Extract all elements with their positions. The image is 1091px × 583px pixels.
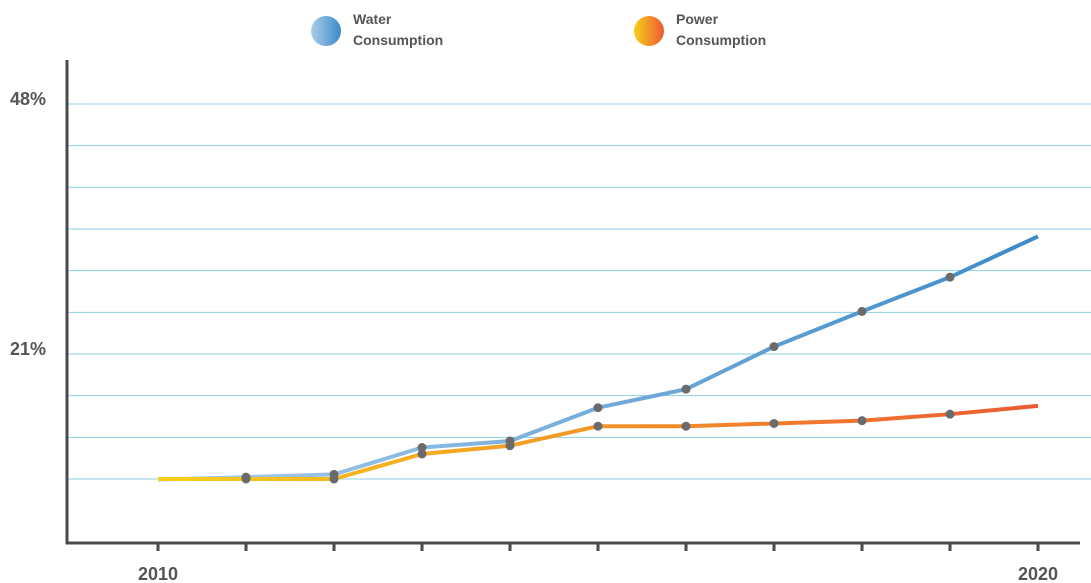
gridlines	[67, 103, 1091, 480]
data-points	[241, 272, 955, 484]
tick-labels: 48% 21% 2010 2020	[10, 89, 1058, 583]
series-lines	[157, 234, 1039, 482]
x-axis-ticks	[156, 543, 1040, 551]
legend-label-water: Water Consumption	[353, 11, 444, 48]
data-point-water-4	[593, 403, 603, 413]
data-point-water-5	[681, 384, 691, 394]
legend-item-power: Power Consumption	[634, 9, 806, 51]
data-point-water-2	[417, 443, 427, 453]
series-line-water	[157, 234, 1039, 482]
data-point-power-5	[681, 421, 691, 431]
data-point-power-3	[505, 441, 515, 451]
data-point-power-2	[417, 449, 427, 459]
data-point-power-1	[329, 474, 339, 484]
data-point-power-8	[945, 409, 955, 419]
axes	[65, 60, 1080, 545]
x-tick-label: 2020	[1018, 564, 1058, 583]
data-point-water-8	[945, 272, 955, 282]
data-point-power-4	[593, 421, 603, 431]
x-tick-label: 2010	[138, 564, 178, 583]
series-line-power	[158, 403, 1039, 481]
data-point-power-6	[769, 418, 779, 428]
data-point-water-6	[769, 342, 779, 352]
power-swatch-icon	[634, 16, 664, 46]
data-point-power-7	[857, 416, 867, 426]
y-tick-label: 48%	[10, 89, 46, 109]
water-swatch-icon	[311, 16, 341, 46]
data-point-power-0	[241, 474, 251, 484]
data-point-water-7	[857, 306, 867, 316]
legend-label-power: Power Consumption	[676, 11, 767, 48]
legend-item-water: Water Consumption	[311, 9, 483, 51]
y-tick-label: 21%	[10, 339, 46, 359]
